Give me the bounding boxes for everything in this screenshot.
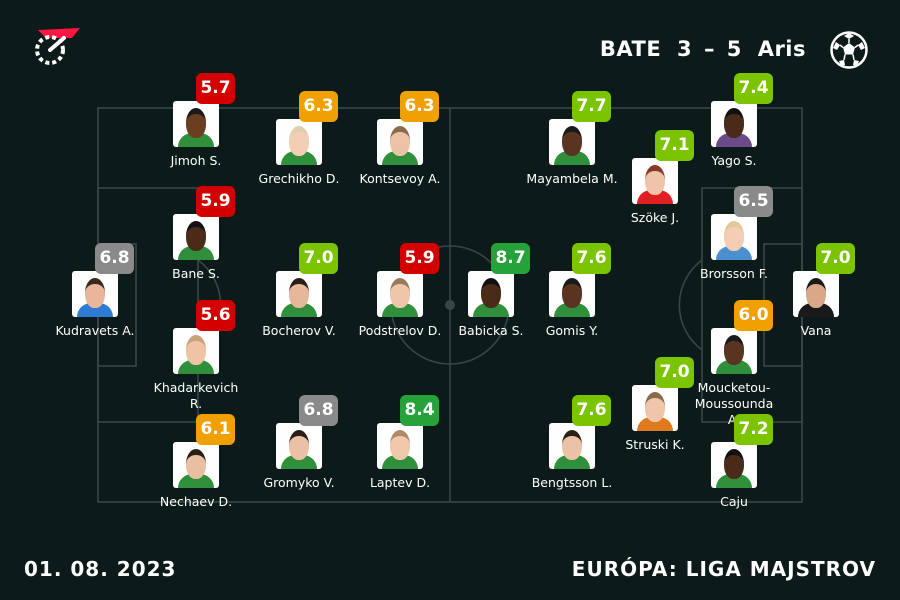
player-rating-badge: 7.6 [572, 395, 611, 426]
player-rating-badge: 7.0 [816, 243, 855, 274]
competition-name: EURÓPA: LIGA MAJSTROV [571, 557, 876, 581]
player-rating-badge: 8.4 [400, 395, 439, 426]
player-rating-badge: 7.1 [655, 130, 694, 161]
player-photo [549, 423, 595, 469]
player-rating-badge: 7.6 [572, 243, 611, 274]
player-rating-badge: 6.1 [196, 414, 235, 445]
player-photo [632, 158, 678, 204]
player-photo [377, 119, 423, 165]
away-score: 5 [726, 37, 742, 61]
player-photo [793, 271, 839, 317]
away-team-name: Aris [757, 37, 806, 61]
player-photo [711, 442, 757, 488]
player-name: Bane S. [172, 266, 220, 281]
home-team-name: BATE [599, 37, 662, 61]
score-separator: – [703, 37, 715, 61]
player-rating-badge: 8.7 [491, 243, 530, 274]
player-rating-badge: 5.7 [196, 73, 235, 104]
player-rating-badge: 7.0 [299, 243, 338, 274]
player-name: Gomis Y. [545, 323, 599, 338]
player-photo [549, 271, 595, 317]
match-score: BATE 3 – 5 Aris [600, 37, 806, 61]
player-name: Szöke J. [630, 210, 680, 225]
player-name: Kontsevoy A. [359, 171, 441, 186]
player-rating-badge: 6.3 [299, 91, 338, 122]
player-photo [276, 119, 322, 165]
player-rating-badge: 6.5 [734, 186, 773, 217]
player-name: Caju [720, 494, 748, 509]
player-photo [377, 271, 423, 317]
player-photo [173, 328, 219, 374]
player-name: Brorsson F. [700, 266, 768, 281]
player-photo [72, 271, 118, 317]
football-icon [830, 31, 868, 69]
player-name: Bocherov V. [262, 323, 336, 338]
player-photo [468, 271, 514, 317]
player-photo [276, 423, 322, 469]
player-rating-badge: 7.7 [572, 91, 611, 122]
player-rating-badge: 5.6 [196, 300, 235, 331]
player-rating-badge: 5.9 [196, 186, 235, 217]
player-rating-badge: 7.0 [655, 357, 694, 388]
home-score: 3 [677, 37, 693, 61]
player-name: Jimoh S. [170, 153, 222, 168]
player-photo [711, 214, 757, 260]
player-rating-badge: 7.4 [734, 73, 773, 104]
player-photo [173, 101, 219, 147]
player-rating-badge: 6.3 [400, 91, 439, 122]
player-photo [549, 119, 595, 165]
player-rating-badge: 5.9 [400, 243, 439, 274]
player-rating-badge: 6.8 [299, 395, 338, 426]
player-rating-badge: 6.8 [95, 243, 134, 274]
player-name: Struski K. [625, 437, 685, 452]
player-rating-badge: 6.0 [734, 300, 773, 331]
player-name: Mayambela M. [526, 171, 618, 186]
player-photo [276, 271, 322, 317]
player-name: Bengtsson L. [531, 475, 613, 490]
app-logo [35, 28, 80, 65]
player-photo [711, 101, 757, 147]
player-name: Vana [800, 323, 832, 338]
player-name: Kudravets A. [55, 323, 135, 338]
player-name: Babicka S. [458, 323, 524, 338]
player-photo [173, 214, 219, 260]
match-date: 01. 08. 2023 [24, 557, 177, 581]
player-name: Podstrelov D. [358, 323, 442, 338]
player-name: Grechikho D. [258, 171, 340, 186]
player-rating-badge: 7.2 [734, 414, 773, 445]
player-name: Nechaev D. [159, 494, 233, 509]
player-name: Yago S. [711, 153, 757, 168]
player-photo [632, 385, 678, 431]
player-name: Laptev D. [369, 475, 431, 490]
player-photo [711, 328, 757, 374]
player-name: Khadarkevich R. [153, 380, 239, 411]
player-photo [173, 442, 219, 488]
player-name: Gromyko V. [263, 475, 335, 490]
player-photo [377, 423, 423, 469]
